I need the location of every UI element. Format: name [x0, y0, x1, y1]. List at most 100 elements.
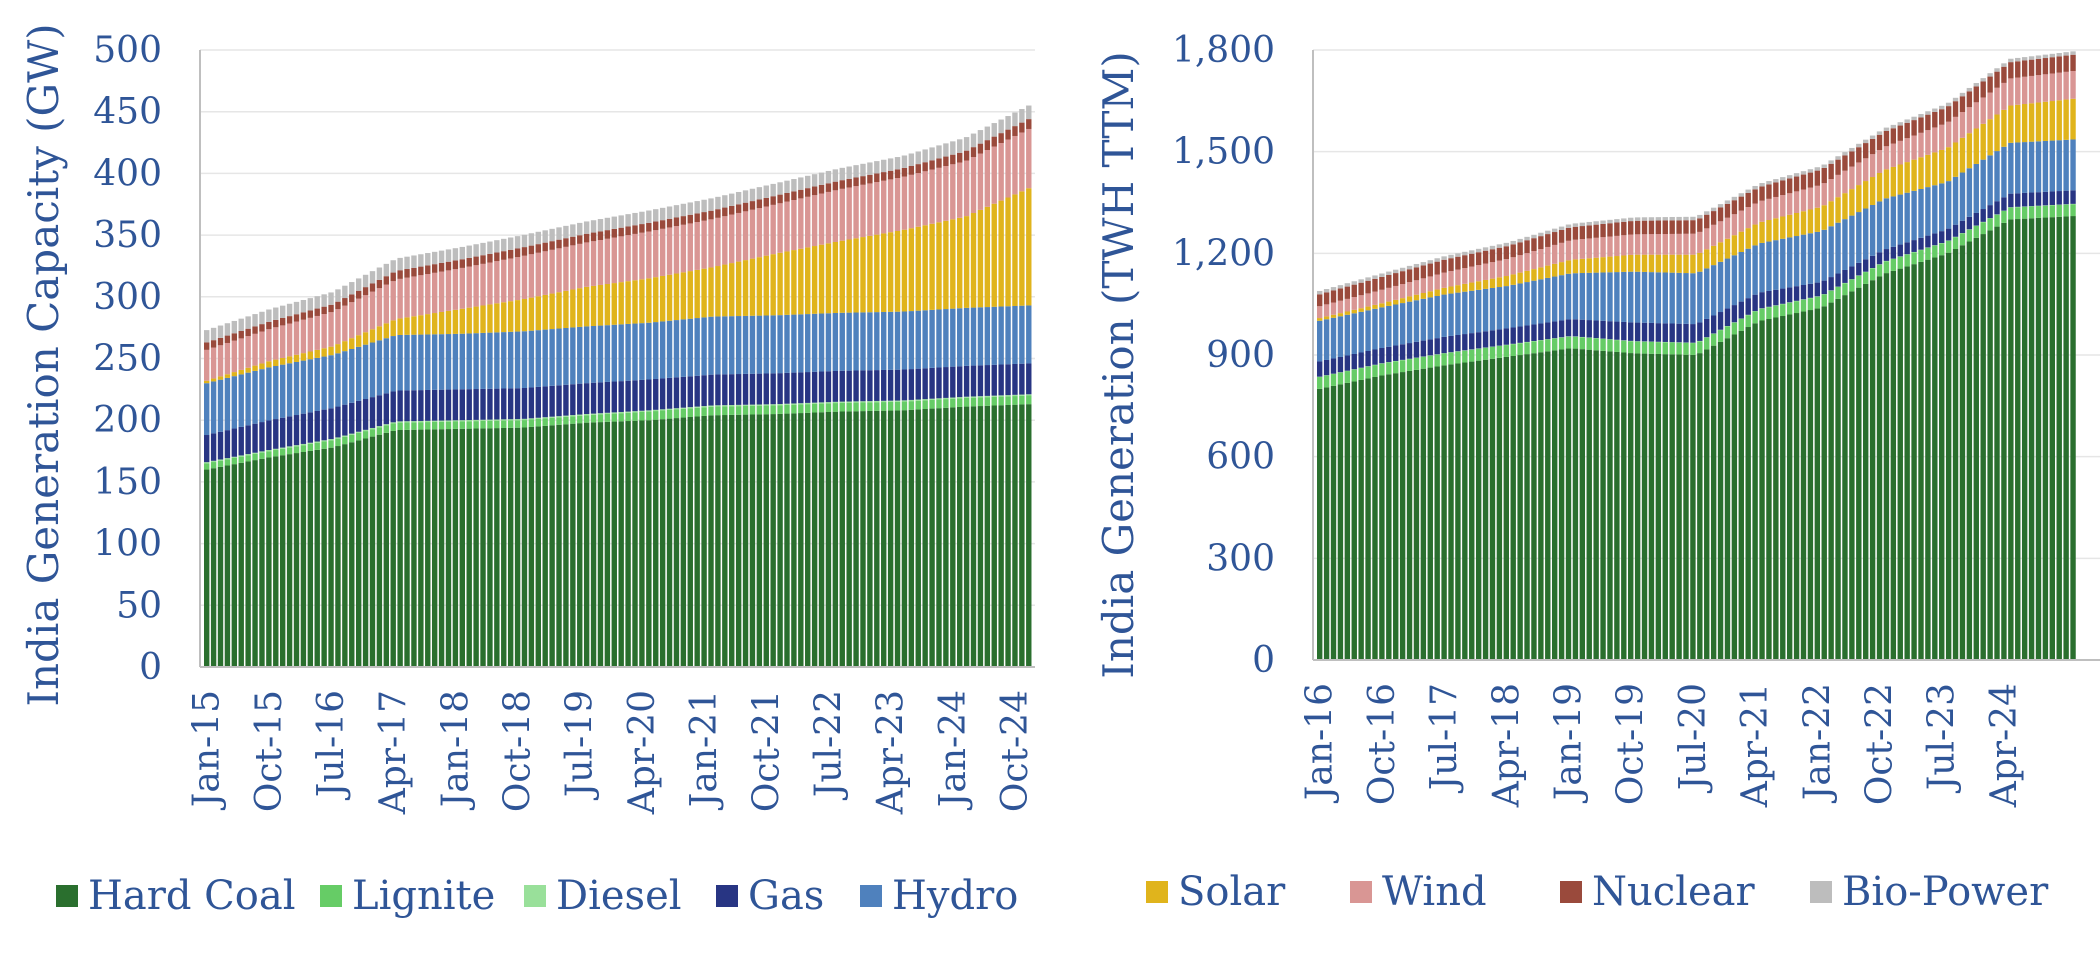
bar-segment-hydro — [729, 316, 735, 375]
bar-segment-nuclear — [1026, 119, 1032, 129]
bar-segment-gas — [1427, 339, 1433, 356]
bar-segment-wind — [1448, 271, 1454, 287]
bar-segment-hard-coal — [1980, 234, 1986, 660]
bar-segment-gas — [943, 367, 949, 398]
bar-segment-wind — [369, 291, 376, 330]
bar-segment-hydro — [1669, 272, 1675, 324]
bar-segment-wind — [874, 182, 880, 235]
bar-segment-hydro — [1337, 316, 1344, 357]
bar-segment-wind — [1731, 214, 1738, 236]
bar-segment-nuclear — [1358, 282, 1364, 296]
bar-segment-wind — [355, 298, 362, 336]
bar-segment-solar — [1475, 281, 1482, 290]
bar-segment-nuclear — [901, 167, 908, 177]
bar-segment-diesel — [452, 420, 459, 422]
bar-segment-lignite — [687, 408, 693, 418]
bar-segment-diesel — [777, 403, 783, 406]
bar-segment-hydro — [473, 333, 479, 390]
bar-segment-hydro — [1932, 185, 1938, 234]
bar-segment-nuclear — [383, 276, 390, 285]
bar-segment-gas — [1607, 321, 1613, 340]
bar-segment-hard-coal — [1648, 353, 1655, 660]
bar-segment-wind — [535, 252, 541, 297]
bar-segment-hydro — [1939, 183, 1945, 232]
bar-segment-hard-coal — [210, 468, 217, 667]
bar-segment-wind — [1005, 139, 1011, 198]
bar-segment-lignite — [653, 411, 659, 420]
legend-label-hard-coal: Hard Coal — [88, 873, 296, 919]
bar-segment-gas — [632, 380, 638, 412]
bar-segment-wind — [404, 277, 410, 318]
bar-segment-bio-power — [1780, 177, 1786, 181]
x-tick-label: Apr-17 — [373, 690, 414, 815]
y-tick-label: 300 — [93, 277, 162, 318]
bar-segment-solar — [839, 240, 845, 313]
bar-segment-hydro — [2063, 139, 2069, 191]
bar-segment-hard-coal — [1662, 354, 1668, 660]
bar-segment-diesel — [887, 400, 894, 402]
bar-segment-wind — [1469, 266, 1475, 283]
bar-segment-lignite — [238, 456, 244, 463]
bar-segment-bio-power — [1655, 217, 1662, 221]
bar-segment-gas — [811, 371, 818, 403]
bar-segment-gas — [570, 384, 576, 416]
bar-segment-bio-power — [881, 159, 887, 173]
bar-segment-bio-power — [673, 205, 680, 218]
bar-segment-nuclear — [1904, 122, 1910, 139]
bar-segment-lignite — [735, 406, 742, 415]
bar-segment-lignite — [1697, 341, 1703, 354]
bar-segment-solar — [2049, 101, 2056, 141]
bar-segment-solar — [1849, 189, 1855, 216]
bar-segment-lignite — [1641, 341, 1648, 354]
bar-segment-solar — [915, 226, 921, 311]
bar-segment-hard-coal — [984, 405, 991, 667]
bar-segment-lignite — [963, 397, 970, 407]
bar-segment-bio-power — [1365, 277, 1371, 281]
bar-segment-bio-power — [1676, 216, 1682, 221]
bar-segment-bio-power — [825, 170, 832, 184]
bar-segment-solar — [1406, 296, 1413, 302]
bar-segment-gas — [604, 381, 611, 413]
bar-segment-gas — [556, 385, 562, 417]
bar-segment-diesel — [791, 403, 797, 405]
bar-segment-lignite — [922, 400, 928, 409]
bar-segment-hydro — [901, 311, 908, 370]
bar-segment-lignite — [1420, 356, 1427, 369]
bar-segment-bio-power — [1600, 220, 1606, 224]
bar-segment-nuclear — [977, 143, 984, 154]
bar-segment-diesel — [404, 421, 410, 423]
bar-segment-solar — [1966, 133, 1973, 169]
bar-segment-gas — [791, 372, 797, 404]
bar-segment-hydro — [1945, 181, 1952, 229]
bar-segment-hard-coal — [1904, 266, 1910, 660]
bar-segment-lignite — [1538, 340, 1544, 353]
bar-segment-hydro — [998, 306, 1004, 365]
bar-segment-lignite — [742, 405, 749, 415]
bar-segment-wind — [701, 220, 707, 269]
bar-segment-lignite — [2008, 207, 2014, 220]
bar-segment-hard-coal — [445, 429, 452, 667]
bar-segment-wind — [791, 200, 797, 251]
bar-segment-solar — [2042, 101, 2049, 141]
bar-segment-solar — [210, 378, 217, 382]
bar-segment-bio-power — [666, 206, 673, 219]
bar-segment-bio-power — [2001, 63, 2007, 67]
bar-segment-hard-coal — [1600, 350, 1606, 660]
bar-segment-lignite — [1019, 395, 1025, 405]
bar-segment-solar — [1572, 259, 1579, 274]
bar-segment-hydro — [1980, 159, 1986, 210]
bar-segment-hydro — [1717, 261, 1724, 313]
bar-segment-nuclear — [1994, 71, 2000, 88]
bar-segment-wind — [673, 226, 680, 274]
bar-segment-hard-coal — [1925, 259, 1931, 660]
bar-segment-hydro — [832, 312, 839, 371]
bar-segment-diesel — [279, 447, 286, 449]
bar-segment-bio-power — [1745, 189, 1751, 193]
bar-segment-wind — [507, 258, 514, 302]
bar-segment-lignite — [666, 409, 673, 419]
bar-segment-bio-power — [1662, 217, 1668, 221]
bar-segment-nuclear — [936, 158, 942, 168]
bar-segment-lignite — [680, 408, 687, 418]
bar-segment-diesel — [908, 399, 915, 402]
bar-segment-hydro — [929, 309, 935, 368]
